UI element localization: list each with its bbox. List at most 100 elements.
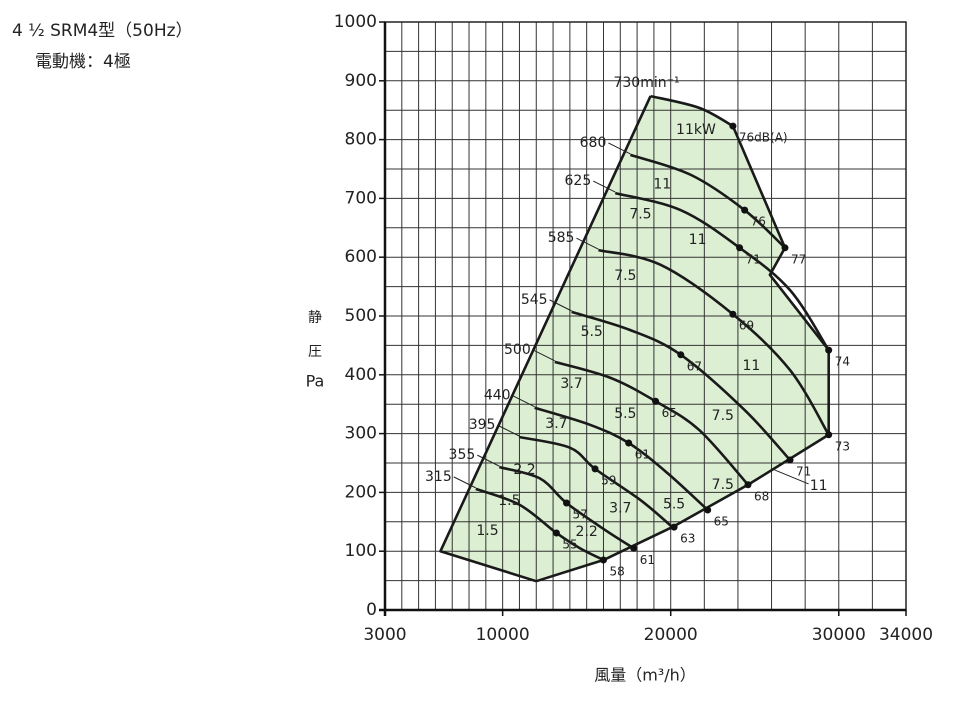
noise-point [625, 439, 633, 447]
y-tick-label: 600 [345, 247, 377, 267]
noise-label: 61 [635, 448, 650, 462]
noise-point [652, 397, 660, 405]
noise-point [736, 244, 744, 252]
noise-point [704, 506, 712, 514]
noise-label: 68 [754, 489, 769, 503]
noise-label: 71 [796, 465, 811, 479]
noise-label: 55 [562, 537, 577, 551]
power-label: 7.5 [712, 408, 734, 424]
noise-label: 73 [835, 439, 850, 453]
power-label: 2.2 [513, 462, 535, 478]
noise-point [552, 529, 560, 537]
y-tick-label: 400 [345, 365, 377, 385]
power-label: 7.5 [614, 268, 636, 284]
boundary-line [439, 95, 652, 583]
speed-label: 585 [548, 230, 575, 246]
x-tick-label: 34000 [879, 625, 933, 645]
operating-area [440, 96, 829, 582]
power-label: 2.2 [576, 524, 598, 540]
noise-point [744, 481, 752, 489]
speed-leader [477, 454, 500, 467]
power-label: 11 [742, 358, 760, 374]
noise-label: 59 [601, 473, 616, 487]
x-axis-label: 風量（m³/h） [594, 666, 696, 685]
y-axis-label: 静 [308, 310, 322, 326]
y-tick-label: 1000 [334, 12, 377, 32]
power-label: 5.5 [663, 497, 685, 513]
y-axis-label: Pa [306, 372, 325, 391]
speed-label: 730min⁻¹ [613, 75, 679, 91]
noise-label: 67 [687, 359, 702, 373]
speed-label: 625 [565, 173, 592, 189]
boundary-line [731, 125, 830, 435]
noise-point [563, 499, 571, 507]
speed-leader [593, 180, 616, 193]
power-leader [774, 469, 809, 485]
noise-point [741, 206, 749, 214]
y-tick-label: 200 [345, 482, 377, 502]
power-label: 7.5 [712, 477, 734, 493]
speed-curve [650, 94, 734, 128]
noise-point [591, 465, 599, 473]
y-tick-label: 900 [345, 71, 377, 91]
noise-point [599, 556, 607, 564]
noise-point [781, 244, 789, 252]
x-tick-label: 10000 [476, 625, 530, 645]
noise-point [630, 544, 638, 552]
power-label: 11 [810, 478, 828, 494]
speed-label: 500 [504, 342, 531, 358]
y-tick-label: 300 [345, 424, 377, 444]
speed-curve [629, 153, 786, 249]
x-tick-label: 30000 [812, 625, 866, 645]
noise-point [677, 351, 685, 359]
power-label: 5.5 [581, 324, 603, 340]
noise-label: 65 [714, 515, 729, 529]
noise-point [825, 431, 833, 439]
noise-point [729, 122, 737, 130]
power-label: 5.5 [614, 406, 636, 422]
speed-label: 315 [425, 469, 452, 485]
y-axis-label: 圧 [308, 344, 322, 360]
noise-label: 76 [751, 215, 766, 229]
noise-label: 74 [835, 355, 850, 369]
speed-leader [576, 237, 599, 250]
noise-label: 63 [680, 532, 695, 546]
speed-leader [497, 424, 520, 437]
noise-label: 58 [609, 565, 624, 579]
noise-point [825, 346, 833, 354]
noise-label: 69 [739, 319, 754, 333]
noise-label: 77 [791, 252, 806, 266]
y-tick-label: 800 [345, 130, 377, 150]
chart-title: 4 ½ SRM4型（50Hz） [12, 21, 193, 41]
power-label: 3.7 [560, 376, 582, 392]
noise-label: 71 [746, 252, 761, 266]
power-label: 3.7 [609, 500, 631, 516]
power-label: 11 [653, 176, 671, 192]
speed-curve [571, 310, 791, 461]
speed-leader [453, 476, 476, 489]
noise-label: 76dB(A) [739, 131, 788, 145]
speed-label: 440 [484, 388, 511, 404]
noise-label: 65 [662, 406, 677, 420]
noise-point [729, 310, 737, 318]
speed-leader [549, 299, 572, 312]
noise-label: 61 [640, 553, 655, 567]
speed-label: 680 [580, 135, 607, 151]
y-tick-label: 700 [345, 188, 377, 208]
y-tick-label: 0 [366, 600, 377, 620]
power-label: 1.5 [476, 523, 498, 539]
x-tick-label: 3000 [363, 625, 406, 645]
power-label: 11kW [676, 122, 716, 138]
power-label: 11 [689, 232, 707, 248]
y-tick-label: 500 [345, 306, 377, 326]
speed-label: 395 [469, 417, 496, 433]
power-label: 7.5 [629, 206, 651, 222]
noise-label: 57 [573, 507, 588, 521]
speed-leader [532, 349, 555, 362]
power-label: 1.5 [498, 493, 520, 509]
speed-label: 355 [449, 447, 476, 463]
speed-leader [608, 142, 631, 155]
chart-subtitle: 電動機：4極 [35, 52, 131, 72]
y-tick-label: 100 [345, 541, 377, 561]
noise-point [670, 523, 678, 531]
